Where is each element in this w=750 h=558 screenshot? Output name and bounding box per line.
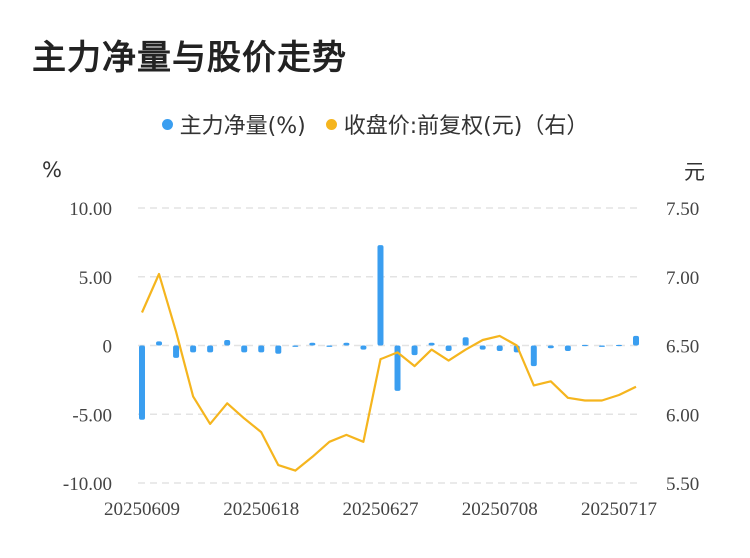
right-axis-tick-label: 6.00 — [666, 405, 699, 426]
bar — [394, 345, 401, 391]
bar — [224, 340, 231, 346]
bar — [139, 345, 145, 420]
bar — [360, 345, 367, 350]
bar — [462, 337, 469, 346]
bar — [633, 335, 639, 346]
bar — [445, 345, 452, 351]
legend-bar-marker-icon — [161, 118, 173, 130]
right-axis-tick-label: 6.50 — [666, 337, 699, 358]
legend-bar-label: 主力净量(%) — [179, 114, 306, 139]
right-axis-tick-label: 5.50 — [666, 474, 699, 495]
bar — [479, 345, 486, 350]
bar — [564, 345, 571, 351]
bar — [326, 345, 333, 347]
bar — [207, 345, 214, 353]
legend-line-marker-icon — [325, 118, 337, 130]
price-line — [140, 272, 637, 472]
bar — [309, 342, 316, 346]
legend-item-line[interactable]: 收盘价:前复权(元)（右） — [325, 108, 589, 140]
bar — [598, 345, 605, 347]
right-axis-tick-label: 7.00 — [666, 268, 699, 289]
bar — [275, 345, 282, 354]
left-axis-unit: % — [42, 158, 62, 182]
right-axis-unit: 元 — [684, 160, 705, 184]
bar — [547, 345, 554, 349]
bar — [615, 344, 622, 347]
x-axis-tick-label: 20250609 — [104, 499, 180, 520]
chart-title: 主力净量与股价走势 — [32, 38, 347, 78]
legend: 主力净量(%) 收盘价:前复权(元)（右） — [0, 108, 750, 140]
left-axis-tick-label: 10.00 — [69, 199, 112, 220]
bar — [581, 344, 588, 347]
bar — [292, 345, 299, 347]
x-axis-tick-label: 20250618 — [223, 499, 299, 520]
left-axis-tick-label: -10.00 — [63, 474, 112, 495]
left-axis-tick-label: 5.00 — [79, 268, 112, 289]
left-axis-tick-label: -5.00 — [72, 405, 112, 426]
x-axis-tick-label: 20250627 — [342, 499, 418, 520]
legend-line-label: 收盘价:前复权(元)（右） — [343, 114, 589, 139]
left-axis-tick-label: 0 — [103, 337, 113, 358]
bar — [428, 342, 435, 346]
x-axis-tick-label: 20250717 — [581, 499, 657, 520]
x-axis-tick-label: 20250708 — [462, 499, 538, 520]
bar — [241, 345, 248, 353]
bar — [156, 341, 163, 346]
bar — [258, 345, 265, 353]
bar — [496, 345, 503, 351]
right-axis-tick-label: 7.50 — [666, 199, 699, 220]
bar — [190, 345, 197, 353]
bar — [377, 245, 384, 346]
bar — [530, 345, 537, 367]
bar — [343, 342, 350, 346]
legend-item-bar[interactable]: 主力净量(%) — [161, 108, 306, 140]
bar — [173, 345, 180, 358]
bar — [411, 345, 418, 356]
